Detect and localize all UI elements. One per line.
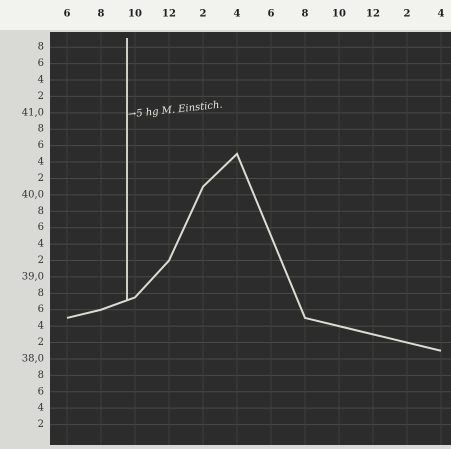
y-tick-label: 8 <box>38 42 44 53</box>
y-tick-label: 6 <box>38 386 44 397</box>
y-tick-label: 2 <box>38 337 44 348</box>
x-tick-label: 8 <box>302 9 309 20</box>
x-tick-label: 4 <box>438 9 445 20</box>
y-tick-label: 6 <box>38 304 44 315</box>
temperature-line <box>66 152 442 352</box>
y-tick-label: 40,0 <box>22 189 44 200</box>
y-tick-label: 2 <box>38 173 44 184</box>
y-tick-label: 4 <box>38 403 44 414</box>
y-tick-label: 6 <box>38 58 44 69</box>
x-tick-label: 6 <box>268 9 275 20</box>
x-tick-label: 10 <box>332 9 346 20</box>
y-tick-label: 38,0 <box>22 353 44 364</box>
y-tick-label: 41,0 <box>22 107 44 118</box>
x-tick-label: 6 <box>64 9 71 20</box>
y-tick-label: 4 <box>38 75 44 86</box>
y-tick-label: 4 <box>38 239 44 250</box>
x-tick-label: 8 <box>98 9 105 20</box>
y-tick-label: 6 <box>38 222 44 233</box>
y-tick-label: 8 <box>38 288 44 299</box>
y-tick-label: 39,0 <box>22 271 44 282</box>
x-tick-label: 2 <box>200 9 207 20</box>
y-tick-label: 2 <box>38 255 44 266</box>
y-tick-label: 4 <box>38 157 44 168</box>
y-tick-label: 2 <box>38 419 44 430</box>
x-tick-label: 12 <box>162 9 176 20</box>
plot-area <box>50 32 451 445</box>
x-tick-label: 4 <box>234 9 241 20</box>
y-tick-label: 8 <box>38 206 44 217</box>
x-tick-label: 2 <box>404 9 411 20</box>
y-tick-label: 6 <box>38 140 44 151</box>
y-tick-label: 8 <box>38 370 44 381</box>
x-tick-label: 10 <box>128 9 142 20</box>
header-strip <box>0 0 451 30</box>
y-tick-label: 4 <box>38 321 44 332</box>
x-tick-label: 12 <box>366 9 380 20</box>
y-tick-label: 2 <box>38 91 44 102</box>
y-tick-label: 8 <box>38 124 44 135</box>
